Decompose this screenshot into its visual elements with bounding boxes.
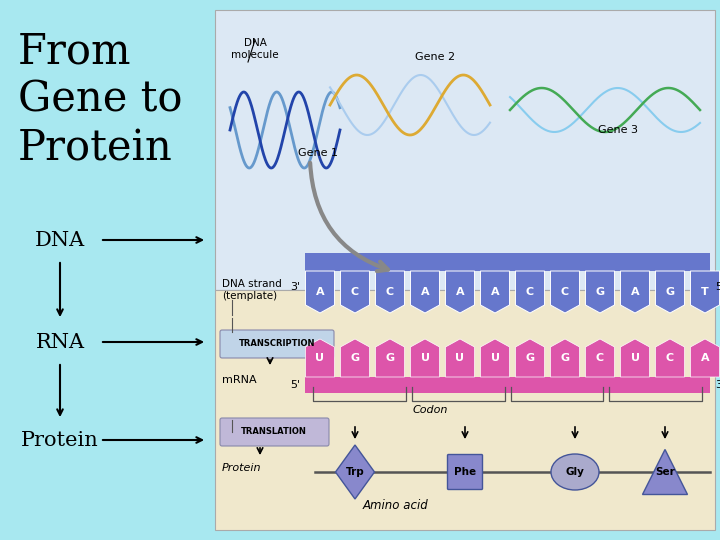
Text: U: U	[420, 353, 430, 363]
Text: C: C	[386, 287, 394, 297]
Polygon shape	[621, 339, 649, 377]
Polygon shape	[690, 339, 719, 377]
Polygon shape	[341, 339, 369, 377]
Text: Gene 2: Gene 2	[415, 52, 455, 62]
Text: mRNA: mRNA	[222, 375, 256, 385]
Polygon shape	[642, 449, 688, 495]
Text: G: G	[526, 353, 534, 363]
Text: A: A	[456, 287, 464, 297]
Text: C: C	[666, 353, 674, 363]
Polygon shape	[585, 271, 615, 313]
FancyBboxPatch shape	[448, 455, 482, 489]
Polygon shape	[375, 271, 405, 313]
Polygon shape	[690, 271, 719, 313]
Text: A: A	[631, 287, 639, 297]
Polygon shape	[305, 339, 335, 377]
Text: U: U	[456, 353, 464, 363]
Text: Trp: Trp	[346, 467, 364, 477]
Ellipse shape	[551, 454, 599, 490]
Bar	[305, 377, 710, 393]
Polygon shape	[446, 271, 474, 313]
Text: Gene 1: Gene 1	[298, 148, 338, 158]
FancyBboxPatch shape	[220, 418, 329, 446]
Text: A: A	[315, 287, 324, 297]
Text: T: T	[701, 287, 709, 297]
Bar	[305, 253, 710, 271]
Text: Gene 3: Gene 3	[598, 125, 638, 135]
Polygon shape	[516, 339, 544, 377]
Text: Ser: Ser	[655, 467, 675, 477]
Polygon shape	[341, 271, 369, 313]
Text: 5': 5'	[715, 282, 720, 292]
Text: Amino acid: Amino acid	[362, 499, 428, 512]
Polygon shape	[551, 271, 580, 313]
Text: A: A	[420, 287, 429, 297]
Bar	[215, 290, 715, 530]
Text: C: C	[526, 287, 534, 297]
Text: Protein: Protein	[222, 463, 261, 473]
Text: DNA
molecule: DNA molecule	[231, 38, 279, 59]
Text: G: G	[665, 287, 675, 297]
Text: Codon: Codon	[413, 405, 448, 415]
Polygon shape	[446, 339, 474, 377]
Text: Gly: Gly	[566, 467, 585, 477]
Text: Phe: Phe	[454, 467, 476, 477]
Text: 3': 3'	[715, 380, 720, 390]
Text: TRANSCRIPTION: TRANSCRIPTION	[239, 340, 315, 348]
Text: A: A	[701, 353, 709, 363]
Polygon shape	[480, 271, 510, 313]
Text: G: G	[351, 353, 359, 363]
Text: TRANSLATION: TRANSLATION	[241, 428, 307, 436]
Polygon shape	[655, 271, 685, 313]
Text: A: A	[491, 287, 499, 297]
Text: DNA: DNA	[35, 231, 85, 249]
FancyBboxPatch shape	[220, 330, 334, 358]
Polygon shape	[410, 339, 439, 377]
Text: 5': 5'	[290, 380, 300, 390]
Text: 3': 3'	[290, 282, 300, 292]
Text: DNA strand
(template): DNA strand (template)	[222, 279, 282, 301]
Polygon shape	[336, 445, 374, 499]
Bar	[215, 10, 715, 290]
Polygon shape	[305, 271, 335, 313]
Text: C: C	[561, 287, 569, 297]
Polygon shape	[375, 339, 405, 377]
Text: U: U	[490, 353, 500, 363]
Polygon shape	[516, 271, 544, 313]
Polygon shape	[585, 339, 615, 377]
Text: U: U	[315, 353, 325, 363]
Text: G: G	[595, 287, 605, 297]
Text: G: G	[385, 353, 395, 363]
Polygon shape	[410, 271, 439, 313]
Text: C: C	[596, 353, 604, 363]
Polygon shape	[480, 339, 510, 377]
Text: RNA: RNA	[35, 333, 84, 352]
Text: From
Gene to
Protein: From Gene to Protein	[18, 30, 182, 169]
Polygon shape	[655, 339, 685, 377]
Polygon shape	[551, 339, 580, 377]
Text: G: G	[560, 353, 570, 363]
Text: C: C	[351, 287, 359, 297]
Text: U: U	[631, 353, 639, 363]
Polygon shape	[621, 271, 649, 313]
Text: Protein: Protein	[21, 430, 99, 449]
